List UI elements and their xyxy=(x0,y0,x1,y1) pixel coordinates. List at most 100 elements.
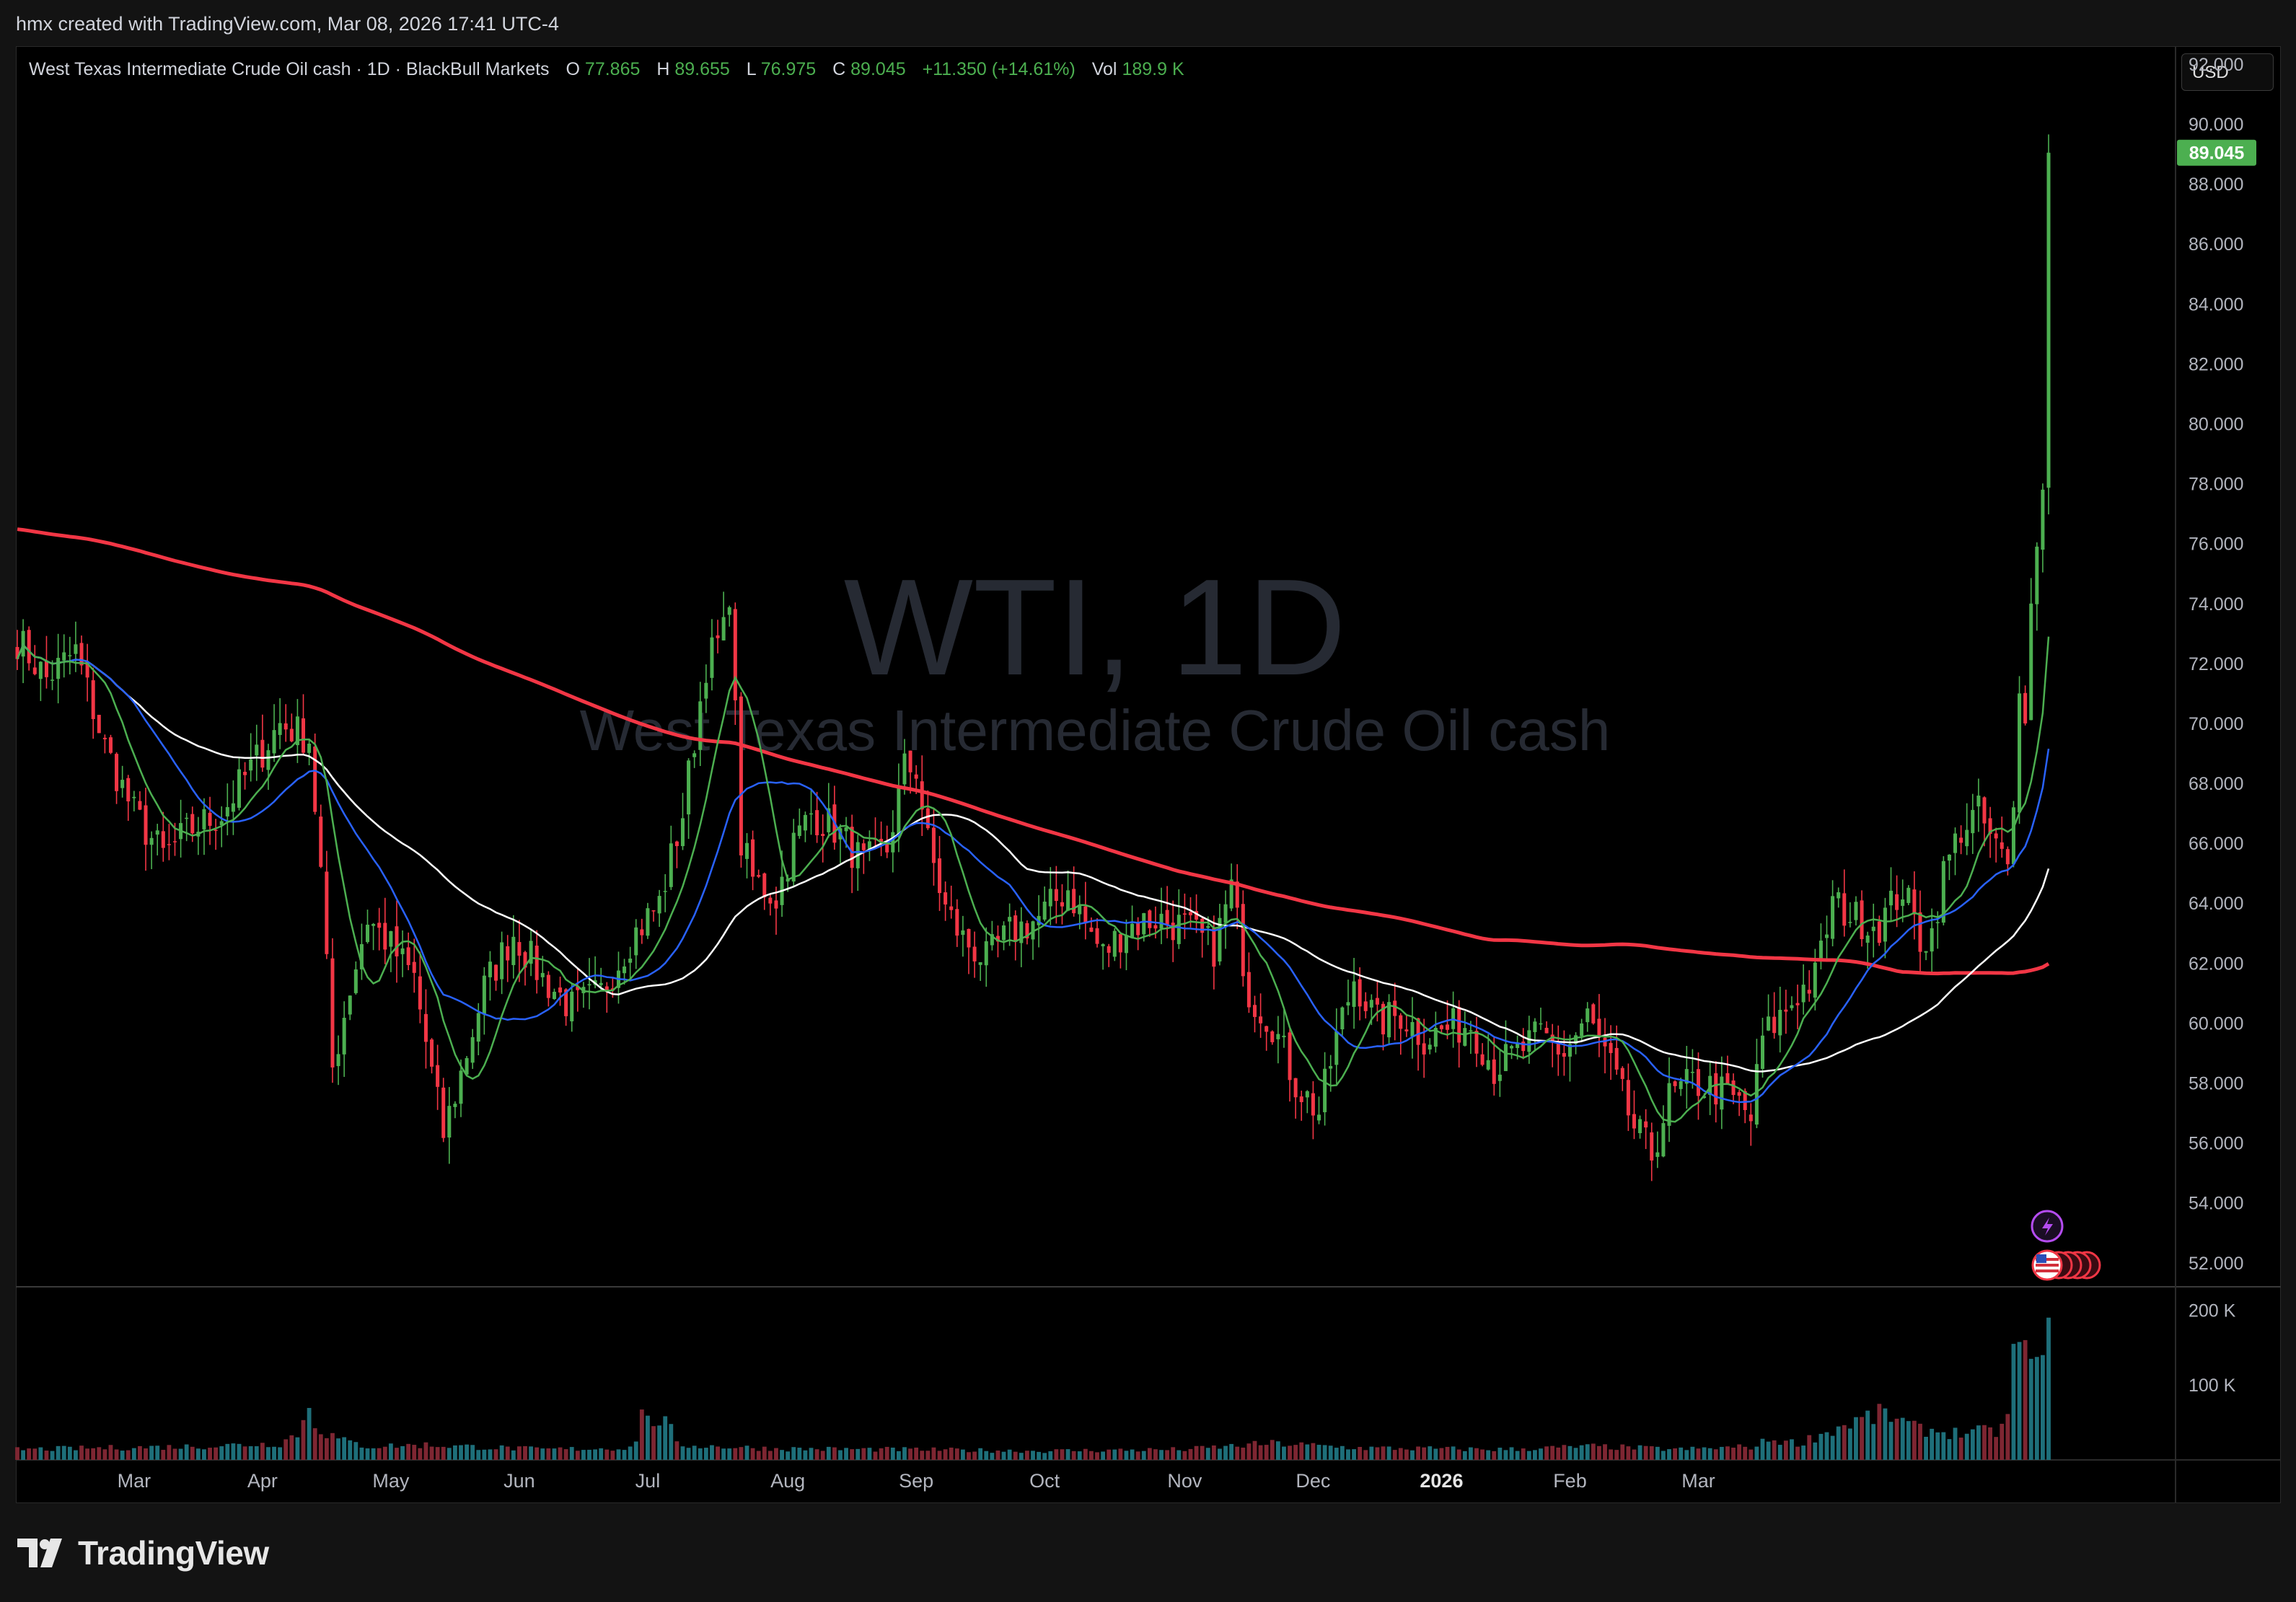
candle-body xyxy=(861,843,866,850)
volume-bar xyxy=(219,1446,224,1460)
candle-body xyxy=(1223,904,1228,923)
candle-body xyxy=(1241,904,1245,977)
volume-bar xyxy=(733,1448,738,1460)
change-value: +11.350 (+14.61%) xyxy=(923,59,1076,79)
volume-bar xyxy=(1871,1424,1876,1460)
time-tick-label: Dec xyxy=(1296,1470,1330,1492)
volume-bar xyxy=(1019,1453,1024,1460)
tradingview-logo[interactable]: TradingView xyxy=(17,1531,269,1575)
time-axis[interactable]: Mar Apr May Jun Jul Aug Sep Oct Nov Dec 2026 Feb Mar xyxy=(118,1470,1715,1492)
volume-bar xyxy=(1288,1445,1292,1460)
chart-frame[interactable] xyxy=(16,46,2281,1503)
candle-body xyxy=(687,760,691,815)
candle-body xyxy=(1959,837,1963,843)
candle-body xyxy=(2023,692,2028,723)
candle-body xyxy=(1480,1054,1485,1065)
close-value: 89.045 xyxy=(850,59,905,79)
candle-body xyxy=(669,843,673,887)
candle-body xyxy=(1346,1002,1350,1006)
volume-bar xyxy=(710,1445,714,1460)
volume-bar xyxy=(1818,1433,1824,1460)
volume-bar xyxy=(67,1446,72,1460)
currency-selector[interactable]: USD xyxy=(2181,53,2274,91)
candle-body xyxy=(1772,1016,1777,1034)
volume-bar xyxy=(937,1451,942,1460)
candle-body xyxy=(1118,933,1122,953)
candle-body xyxy=(739,696,743,855)
candle-body xyxy=(418,976,422,1010)
candle-body xyxy=(1159,913,1164,929)
candle-body xyxy=(260,739,265,768)
candle-body xyxy=(482,975,486,1015)
volume-bar xyxy=(377,1448,382,1460)
volume-bar xyxy=(1275,1441,1280,1460)
volume-bar xyxy=(1159,1450,1164,1460)
volume-bar xyxy=(540,1448,545,1460)
candle-body xyxy=(762,873,767,898)
volume-bar xyxy=(1888,1422,1893,1460)
candle-body xyxy=(1218,917,1222,961)
candle-body xyxy=(1457,1007,1461,1043)
volume-bar xyxy=(371,1448,376,1460)
candle-body xyxy=(1025,923,1029,938)
volume-bar xyxy=(1860,1417,1864,1460)
candle-body xyxy=(1597,1018,1601,1038)
candle-body xyxy=(821,834,825,837)
candle-body xyxy=(1095,928,1099,944)
time-tick-label: May xyxy=(372,1470,410,1492)
candle-body xyxy=(1661,1123,1666,1157)
volume-bar xyxy=(131,1448,136,1460)
candle-body xyxy=(1474,1031,1479,1054)
candle-body xyxy=(102,737,107,739)
volume-bar xyxy=(669,1424,674,1460)
candle-body xyxy=(570,991,574,1021)
candle-body xyxy=(190,814,195,834)
candle-body xyxy=(1807,990,1811,994)
candle-body xyxy=(1644,1121,1648,1128)
volume-bar xyxy=(925,1451,931,1460)
volume-bar xyxy=(990,1453,995,1460)
candle-body xyxy=(1259,1016,1263,1024)
candle-body xyxy=(2011,807,2015,865)
candle-body xyxy=(1008,917,1012,922)
candle-body xyxy=(1130,923,1135,938)
candle-body xyxy=(470,1037,475,1063)
volume-bar xyxy=(1609,1449,1614,1460)
candle-body xyxy=(74,644,78,654)
volume-bar xyxy=(1474,1448,1479,1460)
candle-body xyxy=(1188,912,1192,915)
candle-body xyxy=(1760,1035,1765,1069)
volume-bar xyxy=(1918,1423,1922,1460)
candle-body xyxy=(674,841,679,847)
volume-bar xyxy=(172,1448,177,1460)
candle-body xyxy=(1953,833,1958,853)
price-axis[interactable]: 92.000 90.000 88.000 86.000 84.000 82.000 80.0… xyxy=(2189,55,2243,1274)
candle-body xyxy=(1749,1114,1753,1122)
candle-body xyxy=(1784,1009,1788,1012)
volume-bar xyxy=(1176,1450,1182,1460)
candle-body xyxy=(85,661,89,678)
creator-note: hmx created with TradingView.com, Mar 08… xyxy=(16,13,559,35)
high-label: H xyxy=(656,59,669,79)
volume-bar xyxy=(254,1446,259,1460)
ma-50-line xyxy=(16,643,2050,1073)
candle-body xyxy=(1842,893,1847,926)
candle-body xyxy=(1895,894,1899,910)
candle-body xyxy=(2000,842,2004,849)
volume-bar xyxy=(1958,1438,1963,1460)
moving-averages xyxy=(16,527,2050,1123)
volume-bar xyxy=(914,1447,919,1460)
volume-bar xyxy=(1737,1444,1742,1460)
volume-bar xyxy=(476,1450,481,1460)
candle-body xyxy=(108,737,113,753)
volume-bar xyxy=(838,1450,843,1460)
volume-bar xyxy=(1083,1448,1088,1460)
candle-body xyxy=(1690,1071,1694,1073)
candle-body xyxy=(1930,928,1934,952)
candle-body xyxy=(1446,1024,1450,1030)
volume-tick-label: 100 K xyxy=(2189,1376,2236,1396)
ma-9-line xyxy=(16,636,2050,1123)
event-markers[interactable] xyxy=(2031,1210,2101,1281)
candle-body xyxy=(225,806,229,817)
